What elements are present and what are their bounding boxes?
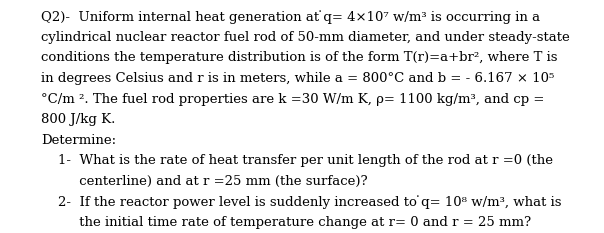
Text: conditions the temperature distribution is of the form T(r)=a+br², where T is: conditions the temperature distribution … xyxy=(41,51,557,65)
Text: Q2)-  Uniform internal heat generation at ̇q= 4×10⁷ w/m³ is occurring in a: Q2)- Uniform internal heat generation at… xyxy=(41,10,540,24)
Text: °C/m ². The fuel rod properties are k =30 W/m K, ρ= 1100 kg/m³, and cp =: °C/m ². The fuel rod properties are k =3… xyxy=(41,93,544,106)
Text: the initial time rate of temperature change at r= 0 and r = 25 mm?: the initial time rate of temperature cha… xyxy=(41,216,531,229)
Text: 2-  If the reactor power level is suddenly increased to ̇q= 10⁸ w/m³, what is: 2- If the reactor power level is suddenl… xyxy=(41,195,562,209)
Text: Determine:: Determine: xyxy=(41,134,116,147)
Text: centerline) and at r =25 mm (the surface)?: centerline) and at r =25 mm (the surface… xyxy=(41,175,368,188)
Text: 800 J/kg K.: 800 J/kg K. xyxy=(41,113,115,126)
Text: in degrees Celsius and r is in meters, while a = 800°C and b = - 6.167 × 10⁵: in degrees Celsius and r is in meters, w… xyxy=(41,72,554,85)
Text: 1-  What is the rate of heat transfer per unit length of the rod at r =0 (the: 1- What is the rate of heat transfer per… xyxy=(41,154,553,167)
Text: cylindrical nuclear reactor fuel rod of 50-mm diameter, and under steady-state: cylindrical nuclear reactor fuel rod of … xyxy=(41,31,570,44)
